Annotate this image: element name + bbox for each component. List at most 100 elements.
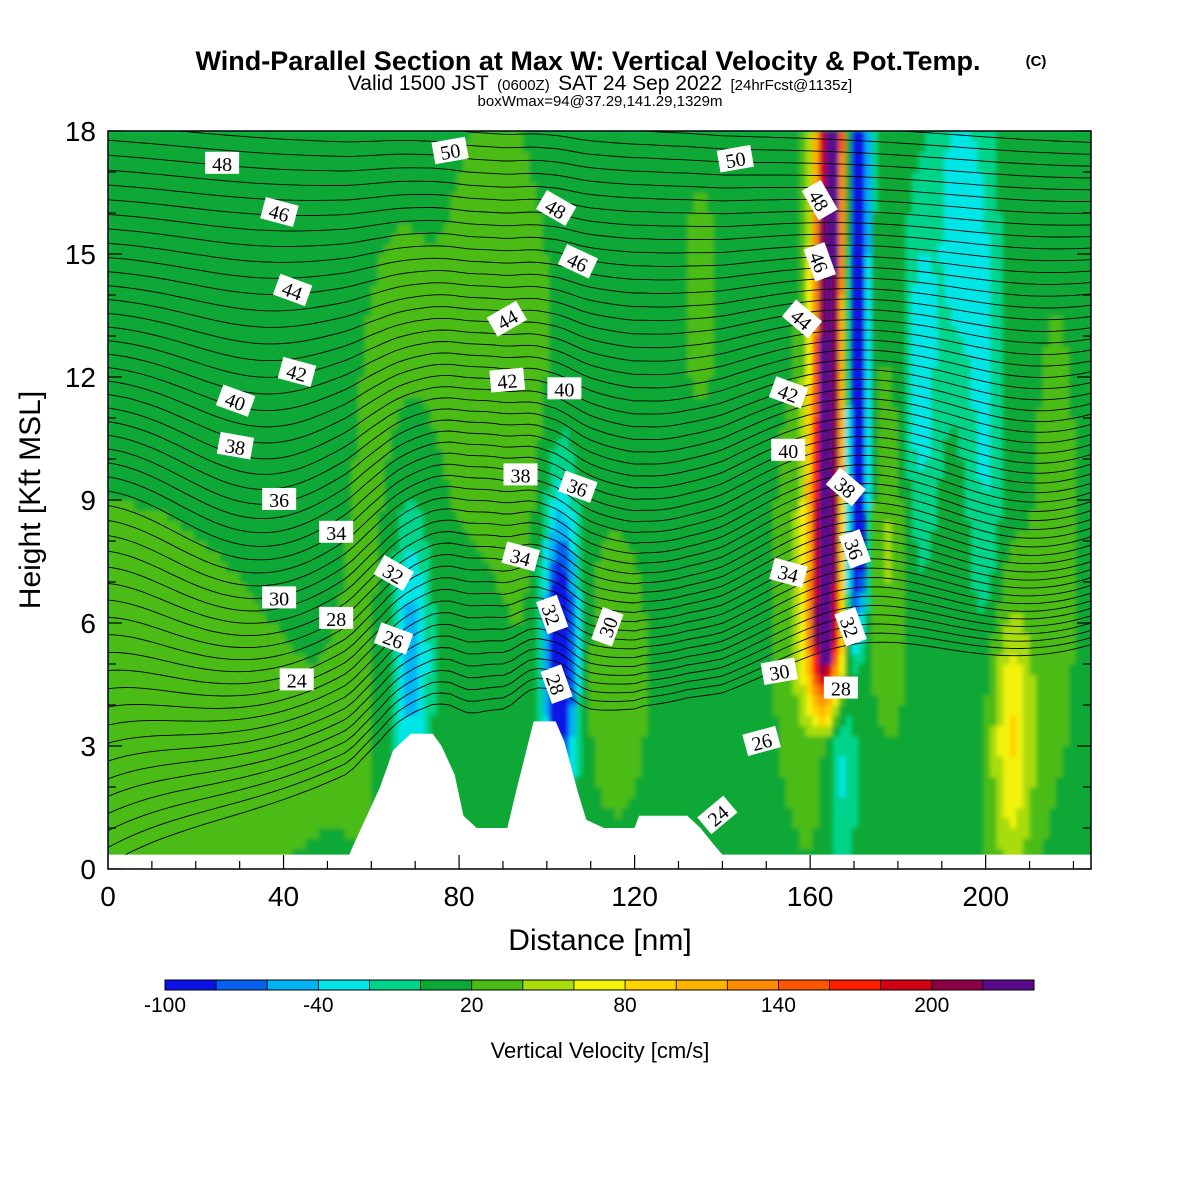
velocity-cell xyxy=(127,715,135,727)
velocity-cell xyxy=(134,336,142,347)
velocity-cell xyxy=(272,776,280,788)
velocity-cell xyxy=(108,254,116,265)
velocity-cell xyxy=(298,387,307,399)
velocity-cell xyxy=(437,715,445,727)
velocity-cell xyxy=(147,489,155,501)
velocity-cell xyxy=(246,141,254,153)
velocity-cell xyxy=(502,428,511,440)
velocity-cell xyxy=(233,571,241,583)
velocity-cell xyxy=(285,243,293,255)
velocity-cell xyxy=(338,643,346,655)
velocity-cell xyxy=(476,459,484,470)
velocity-cell xyxy=(180,725,188,737)
velocity-cell xyxy=(180,346,188,358)
velocity-cell xyxy=(121,838,129,850)
velocity-cell xyxy=(206,705,214,716)
velocity-cell xyxy=(134,541,142,552)
velocity-cell xyxy=(292,510,300,522)
velocity-cell xyxy=(456,131,465,142)
velocity-cell xyxy=(496,643,504,655)
velocity-cell xyxy=(114,541,122,552)
velocity-cell xyxy=(542,274,550,286)
velocity-cell xyxy=(318,797,326,809)
velocity-cell xyxy=(358,541,366,552)
velocity-cell xyxy=(542,346,550,358)
velocity-cell xyxy=(325,684,333,696)
velocity-cell xyxy=(344,428,353,440)
velocity-cell xyxy=(298,131,307,142)
velocity-cell xyxy=(259,479,267,491)
velocity-cell xyxy=(516,746,524,757)
velocity-cell xyxy=(186,766,195,778)
velocity-cell xyxy=(423,131,432,142)
velocity-cell xyxy=(200,325,208,337)
velocity-cell xyxy=(246,828,254,839)
velocity-cell xyxy=(496,510,504,522)
velocity-cell xyxy=(331,182,339,194)
velocity-cell xyxy=(344,551,353,563)
velocity-cell xyxy=(371,315,379,327)
velocity-cell xyxy=(259,828,267,839)
velocity-cell xyxy=(213,756,221,768)
velocity-cell xyxy=(298,161,307,173)
velocity-cell xyxy=(351,828,359,839)
velocity-cell xyxy=(358,612,366,624)
velocity-cell xyxy=(252,141,260,153)
velocity-cell xyxy=(160,541,168,552)
velocity-cell xyxy=(312,653,320,665)
velocity-cell xyxy=(292,305,300,317)
velocity-cell xyxy=(108,541,116,552)
velocity-cell xyxy=(305,295,313,306)
velocity-cell xyxy=(417,161,425,173)
velocity-cell xyxy=(134,274,142,286)
velocity-cell xyxy=(298,356,307,368)
velocity-cell xyxy=(522,366,530,378)
velocity-cell xyxy=(502,684,511,696)
velocity-cell xyxy=(167,520,175,532)
velocity-cell xyxy=(173,838,182,850)
velocity-cell xyxy=(140,448,149,460)
velocity-cell xyxy=(121,510,129,522)
velocity-cell xyxy=(134,459,142,470)
velocity-cell xyxy=(134,684,142,696)
velocity-cell xyxy=(219,336,228,347)
velocity-cell xyxy=(312,182,320,194)
velocity-cell xyxy=(371,776,379,788)
velocity-cell xyxy=(483,694,491,706)
velocity-cell xyxy=(364,438,372,450)
velocity-cell xyxy=(371,479,379,491)
velocity-cell xyxy=(397,141,405,153)
velocity-cell xyxy=(193,602,201,614)
velocity-cell xyxy=(423,643,432,655)
velocity-cell xyxy=(463,397,471,409)
velocity-cell xyxy=(239,848,247,860)
velocity-cell xyxy=(489,202,497,214)
velocity-cell xyxy=(292,233,300,245)
velocity-cell xyxy=(529,356,537,368)
velocity-cell xyxy=(233,469,241,481)
velocity-cell xyxy=(272,315,280,327)
velocity-cell xyxy=(509,284,517,296)
velocity-cell xyxy=(384,746,392,757)
velocity-cell xyxy=(213,243,221,255)
velocity-cell xyxy=(489,469,497,481)
velocity-cell xyxy=(358,254,366,265)
velocity-cell xyxy=(318,336,326,347)
velocity-cell xyxy=(338,592,346,604)
velocity-cell xyxy=(193,469,201,481)
velocity-cell xyxy=(305,602,313,614)
velocity-cell xyxy=(173,694,182,706)
velocity-cell xyxy=(549,223,557,235)
velocity-cell xyxy=(246,705,254,716)
velocity-cell xyxy=(252,295,260,306)
velocity-cell xyxy=(252,418,260,429)
velocity-cell xyxy=(200,489,208,501)
velocity-cell xyxy=(140,202,149,214)
velocity-cell xyxy=(456,377,465,388)
velocity-cell xyxy=(134,387,142,399)
velocity-cell xyxy=(265,418,274,429)
velocity-cell xyxy=(114,274,122,286)
velocity-cell xyxy=(443,274,451,286)
velocity-cell xyxy=(140,756,149,768)
velocity-cell xyxy=(542,223,550,235)
